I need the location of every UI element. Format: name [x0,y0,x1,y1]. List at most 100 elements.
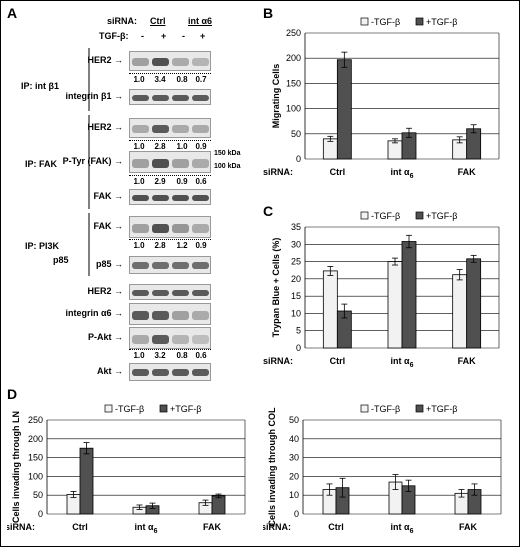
blot-lane-signal [132,262,149,269]
y-tick-label: 150 [286,78,301,88]
quant-value: 1.2 [176,241,188,250]
blot-lane-signal [192,369,209,376]
blot-lane-signal [192,224,209,233]
blot-row-label: P-Tyr (FAK) → [62,156,123,166]
blot-band [129,216,211,238]
blot-lane-signal [152,95,169,101]
y-tick-label: 10 [291,308,301,318]
quant-value: 0.9 [195,142,207,151]
blot-row-label: p85 → [95,259,123,269]
blot-lane-signal [152,335,169,344]
blot-lane-signal [172,262,189,269]
blot-lane-signal [152,159,169,168]
panel-letter-c: C [263,203,274,219]
quant-value: 2.8 [154,142,166,151]
blot-lane-signal [192,290,209,296]
y-axis-label: Trypan Blue + Cells (%) [271,238,281,338]
tgf-symbol-4: + [200,31,206,41]
quant-value: 0.8 [176,75,188,84]
y-tick-label: 50 [291,129,301,139]
quant-divider [129,349,211,350]
quant-value: 1.0 [133,351,145,360]
legend-label: +TGF-β [426,404,457,414]
tgf-symbol-2: + [161,31,167,41]
quant-value: 1.0 [133,142,145,151]
blot-lane-signal [192,195,209,201]
x-category-label: int α6 [391,356,414,369]
blot-lane-signal [132,224,149,233]
bar [387,261,403,349]
blot-row-label: HER2 → [87,122,123,132]
quant-value: 0.6 [195,177,207,186]
blot-lane-signal [172,335,189,344]
y-tick-label: 15 [291,291,301,301]
blot-lane-signal [152,290,169,296]
quant-value: 0.8 [176,351,188,360]
bar [322,138,338,160]
legend-label: -TGF-β [371,404,400,414]
y-tick-label: 100 [286,104,301,114]
y-tick-label: 100 [28,471,43,481]
blot-band [129,327,211,349]
blot-lane-signal [172,95,189,101]
legend-swatch [360,17,369,26]
blot-lane-signal [192,159,209,168]
panel-letter-b: B [263,5,274,21]
y-tick-label: 250 [28,415,43,425]
y-tick-label: 200 [28,434,43,444]
blot-lane-signal [152,224,169,233]
legend-swatch [360,211,369,220]
quant-value: 1.0 [176,142,188,151]
y-tick-label: 200 [286,53,301,63]
blot-lane-signal [172,159,189,168]
ip-label-p85: p85 [53,255,69,265]
legend-label: +TGF-β [170,404,201,414]
legend-swatch [104,404,113,413]
blot-group-int-a6: int α6 [188,16,213,26]
y-tick-label: 250 [286,28,301,38]
blot-row-label: HER2 → [87,286,123,296]
bar [211,495,226,515]
y-tick-label: 30 [289,453,299,463]
quant-value: 0.6 [195,351,207,360]
blot-band [129,51,211,71]
legend-swatch [415,17,424,26]
blot-row-label: HER2 → [87,55,123,65]
blot-lane-signal [132,369,149,376]
quant-value: 1.0 [133,177,145,186]
blot-lane-signal [152,125,169,133]
quant-divider [129,73,211,74]
blot-lane-signal [132,95,149,101]
bar [452,274,468,349]
x-category-label: FAK [203,522,222,532]
legend-label: -TGF-β [371,211,400,221]
bar [466,258,482,349]
blot-row-label: FAK → [93,191,123,201]
tgf-label-a: TGF-β: [99,31,129,41]
quant-divider [129,175,211,176]
x-category-label: int α6 [391,522,414,535]
panel-letter-a: A [7,5,18,21]
blot-lane-signal [192,262,209,269]
y-tick-label: 5 [296,326,301,336]
blot-lane-signal [192,95,209,101]
blot-row-label: FAK → [93,221,123,231]
x-category-label: Ctrl [330,356,346,366]
legend-label: -TGF-β [115,404,144,414]
legend-label: +TGF-β [426,211,457,221]
blot-lane-signal [132,311,149,320]
blot-lane-signal [172,195,189,201]
bar [466,128,482,160]
y-tick-label: 0 [294,509,299,519]
y-tick-label: 20 [291,274,301,284]
blot-group-ctrl: Ctrl [150,16,166,26]
y-tick-label: 10 [289,490,299,500]
y-tick-label: 30 [291,239,301,249]
quant-value: 3.2 [154,351,166,360]
chart-invading-ln: 0 50 100 150 200 250 Cells invading through LN… [7,404,246,535]
blot-lane-signal [132,335,149,344]
y-tick-label: 25 [291,257,301,267]
legend-swatch [415,211,424,220]
y-tick-label: 50 [33,490,43,500]
